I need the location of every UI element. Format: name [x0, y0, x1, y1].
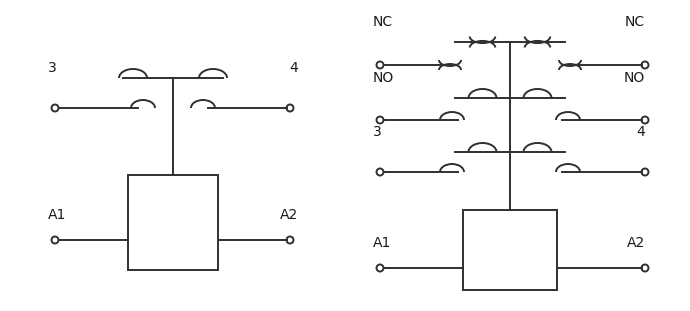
Text: NC: NC: [373, 15, 393, 29]
Text: NO: NO: [373, 71, 394, 85]
Text: 4: 4: [636, 125, 645, 139]
Text: A1: A1: [48, 208, 66, 222]
Text: 3: 3: [373, 125, 382, 139]
Text: 4: 4: [289, 61, 298, 75]
Text: 3: 3: [48, 61, 57, 75]
Text: NO: NO: [624, 71, 645, 85]
Bar: [463, 210, 557, 290]
Bar: [128, 175, 218, 270]
Text: A2: A2: [279, 208, 298, 222]
Text: NC: NC: [625, 15, 645, 29]
Text: A2: A2: [627, 236, 645, 250]
Text: A1: A1: [373, 236, 391, 250]
